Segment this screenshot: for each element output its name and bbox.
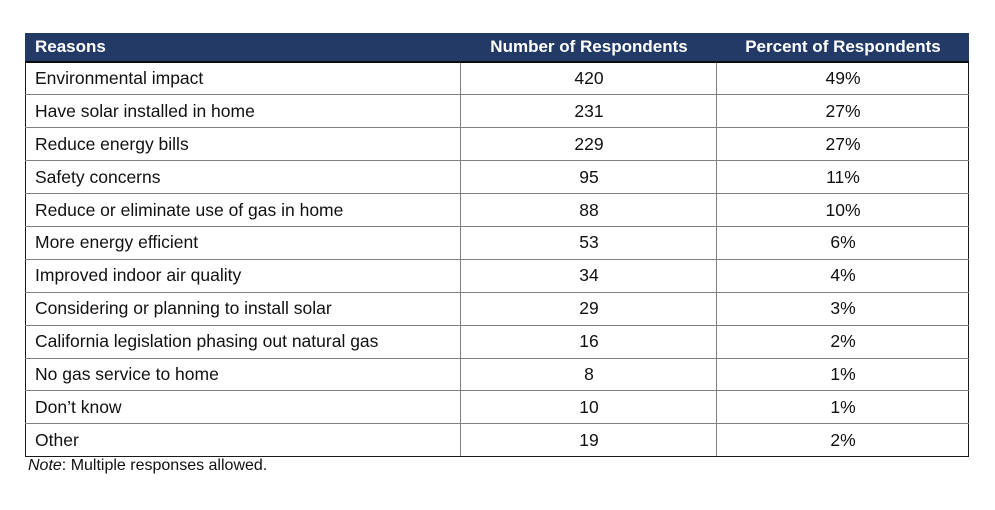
reason-cell: Reduce or eliminate use of gas in home [25, 193, 461, 227]
table-row: No gas service to home 8 1% [25, 357, 969, 392]
reason-cell: California legislation phasing out natur… [25, 324, 461, 359]
reason-cell: Reduce energy bills [25, 127, 461, 162]
count-cell: 19 [460, 423, 717, 458]
table-row: California legislation phasing out natur… [25, 324, 969, 359]
reason-cell: Improved indoor air quality [25, 258, 461, 293]
reason-cell: Environmental impact [25, 61, 461, 96]
table-row: Have solar installed in home 231 27% [25, 94, 969, 129]
count-cell: 420 [460, 61, 717, 96]
reason-cell: Have solar installed in home [25, 94, 461, 129]
percent-cell: 11% [716, 160, 969, 195]
count-cell: 231 [460, 94, 717, 129]
table-row: Environmental impact 420 49% [25, 61, 969, 96]
survey-reasons-table: Reasons Number of Respondents Percent of… [25, 33, 969, 458]
table-row: More energy efficient 53 6% [25, 225, 969, 260]
percent-cell: 27% [716, 94, 969, 129]
reason-cell: Considering or planning to install solar [25, 291, 461, 326]
percent-cell: 1% [716, 357, 969, 392]
percent-cell: 4% [716, 258, 969, 293]
reason-cell: Other [25, 423, 461, 458]
count-cell: 34 [460, 258, 717, 293]
table-row: Reduce or eliminate use of gas in home 8… [25, 193, 969, 227]
table-row: Improved indoor air quality 34 4% [25, 258, 969, 293]
percent-cell: 6% [716, 225, 969, 260]
reason-cell: More energy efficient [25, 225, 461, 260]
table-note: Note: Multiple responses allowed. [28, 457, 267, 475]
count-cell: 29 [460, 291, 717, 326]
percent-cell: 2% [716, 423, 969, 458]
header-reasons: Reasons [25, 33, 461, 63]
count-cell: 88 [460, 193, 717, 227]
table-row: Considering or planning to install solar… [25, 291, 969, 326]
header-row: Reasons Number of Respondents Percent of… [25, 33, 969, 63]
table-body: Environmental impact 420 49% Have solar … [25, 61, 969, 458]
percent-cell: 49% [716, 61, 969, 96]
table-row: Other 19 2% [25, 423, 969, 458]
reason-cell: No gas service to home [25, 357, 461, 392]
note-text: : Multiple responses allowed. [61, 457, 268, 474]
table-row: Reduce energy bills 229 27% [25, 127, 969, 162]
percent-cell: 2% [716, 324, 969, 359]
table-row: Don’t know 10 1% [25, 390, 969, 425]
table-header: Reasons Number of Respondents Percent of… [25, 33, 969, 63]
count-cell: 95 [460, 160, 717, 195]
percent-cell: 1% [716, 390, 969, 425]
note-label: Note [28, 457, 62, 474]
count-cell: 16 [460, 324, 717, 359]
percent-cell: 10% [716, 193, 969, 227]
survey-reasons-table-container: Reasons Number of Respondents Percent of… [25, 33, 969, 458]
reason-cell: Safety concerns [25, 160, 461, 195]
percent-cell: 27% [716, 127, 969, 162]
table-row: Safety concerns 95 11% [25, 160, 969, 195]
reason-cell: Don’t know [25, 390, 461, 425]
count-cell: 229 [460, 127, 717, 162]
count-cell: 53 [460, 225, 717, 260]
percent-cell: 3% [716, 291, 969, 326]
count-cell: 8 [460, 357, 717, 392]
count-cell: 10 [460, 390, 717, 425]
header-number-respondents: Number of Respondents [460, 33, 717, 63]
header-percent-respondents: Percent of Respondents [716, 33, 969, 63]
